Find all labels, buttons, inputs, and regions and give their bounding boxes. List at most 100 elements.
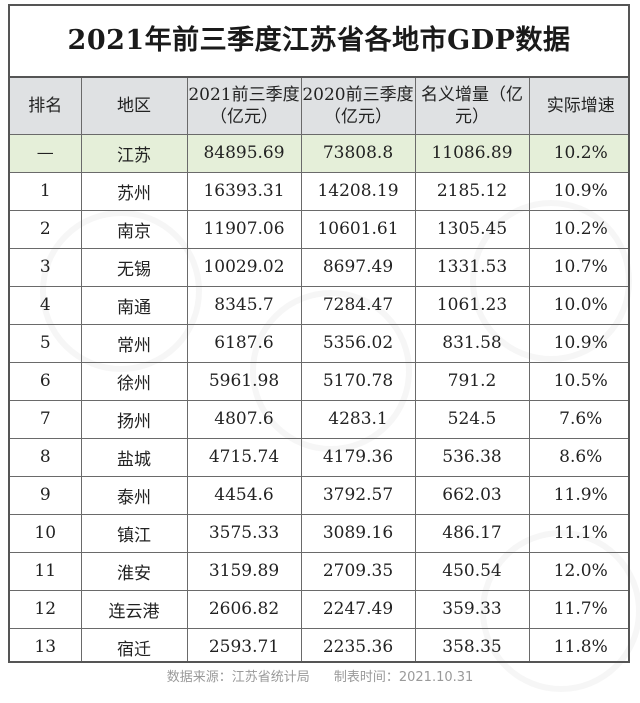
gdp-2020-cell: 5170.78 xyxy=(301,362,416,401)
gdp-2020-cell: 5356.02 xyxy=(301,324,416,363)
table-row: 1 苏州 16393.31 14208.19 2185.12 10.9% xyxy=(10,172,628,211)
rank-cell: 12 xyxy=(10,590,82,629)
header-gdp-2020: 2020前三季度（亿元） xyxy=(301,78,416,135)
gdp-2021-cell: 5961.98 xyxy=(187,362,302,401)
gdp-2020-cell: 4179.36 xyxy=(301,438,416,477)
rank-cell: 11 xyxy=(10,552,82,591)
table-row: 9 泰州 4454.6 3792.57 662.03 11.9% xyxy=(10,476,628,515)
gdp-2020-cell: 73808.8 xyxy=(301,134,416,173)
gdp-2020-cell: 3792.57 xyxy=(301,476,416,515)
table-header: 排名 地区 2021前三季度（亿元） 2020前三季度（亿元） 名义增量（亿元） 实际增速 xyxy=(10,78,628,135)
rank-cell: 13 xyxy=(10,628,82,661)
rank-cell: 5 xyxy=(10,324,82,363)
gdp-2021-cell: 3575.33 xyxy=(187,514,302,553)
gdp-2021-cell: 16393.31 xyxy=(187,172,302,211)
region-cell: 苏州 xyxy=(81,172,188,211)
gdp-2020-cell: 4283.1 xyxy=(301,400,416,439)
gdp-2021-cell: 4807.6 xyxy=(187,400,302,439)
rank-cell: 3 xyxy=(10,248,82,287)
growth-cell: 10.5% xyxy=(529,362,628,401)
gdp-2020-cell: 14208.19 xyxy=(301,172,416,211)
gdp-2020-cell: 2247.49 xyxy=(301,590,416,629)
growth-cell: 10.0% xyxy=(529,286,628,325)
table-row: 13 宿迁 2593.71 2235.36 358.35 11.8% xyxy=(10,628,628,661)
gdp-2021-cell: 3159.89 xyxy=(187,552,302,591)
increase-cell: 1331.53 xyxy=(415,248,530,287)
growth-cell: 10.2% xyxy=(529,210,628,249)
region-cell: 扬州 xyxy=(81,400,188,439)
data-source: 数据来源：江苏省统计局 xyxy=(166,670,310,685)
region-cell: 淮安 xyxy=(81,552,188,591)
gdp-2021-cell: 6187.6 xyxy=(187,324,302,363)
gdp-table-frame: 2021年前三季度江苏省各地市GDP数据 排名 地区 2021前三季度（亿元） 202… xyxy=(8,4,630,663)
table-row: 12 连云港 2606.82 2247.49 359.33 11.7% xyxy=(10,590,628,629)
increase-cell: 358.35 xyxy=(415,628,530,661)
growth-cell: 10.7% xyxy=(529,248,628,287)
region-cell: 徐州 xyxy=(81,362,188,401)
gdp-table: 排名 地区 2021前三季度（亿元） 2020前三季度（亿元） 名义增量（亿元） 实际增速… xyxy=(10,78,628,661)
growth-cell: 10.2% xyxy=(529,134,628,173)
gdp-2020-cell: 10601.61 xyxy=(301,210,416,249)
growth-cell: 12.0% xyxy=(529,552,628,591)
region-cell: 无锡 xyxy=(81,248,188,287)
increase-cell: 486.17 xyxy=(415,514,530,553)
region-cell: 南京 xyxy=(81,210,188,249)
rank-cell: 4 xyxy=(10,286,82,325)
table-row: 10 镇江 3575.33 3089.16 486.17 11.1% xyxy=(10,514,628,553)
header-region: 地区 xyxy=(81,78,188,135)
growth-cell: 7.6% xyxy=(529,400,628,439)
gdp-2021-cell: 8345.7 xyxy=(187,286,302,325)
gdp-2021-cell: 84895.69 xyxy=(187,134,302,173)
rank-cell: 7 xyxy=(10,400,82,439)
table-body: — 江苏 84895.69 73808.8 11086.89 10.2% 1 苏州 16393.… xyxy=(10,134,628,661)
gdp-2021-cell: 4454.6 xyxy=(187,476,302,515)
region-cell: 南通 xyxy=(81,286,188,325)
table-row: 2 南京 11907.06 10601.61 1305.45 10.2% xyxy=(10,210,628,249)
rank-cell: 10 xyxy=(10,514,82,553)
growth-cell: 11.7% xyxy=(529,590,628,629)
table-date: 制表时间：2021.10.31 xyxy=(333,670,474,685)
table-row: 4 南通 8345.7 7284.47 1061.23 10.0% xyxy=(10,286,628,325)
growth-cell: 11.1% xyxy=(529,514,628,553)
header-row: 排名 地区 2021前三季度（亿元） 2020前三季度（亿元） 名义增量（亿元） 实际增速 xyxy=(10,78,628,135)
gdp-2021-cell: 11907.06 xyxy=(187,210,302,249)
growth-cell: 10.9% xyxy=(529,324,628,363)
gdp-2020-cell: 7284.47 xyxy=(301,286,416,325)
increase-cell: 1305.45 xyxy=(415,210,530,249)
table-row: 7 扬州 4807.6 4283.1 524.5 7.6% xyxy=(10,400,628,439)
gdp-2021-cell: 10029.02 xyxy=(187,248,302,287)
region-cell: 泰州 xyxy=(81,476,188,515)
growth-cell: 8.6% xyxy=(529,438,628,477)
table-title: 2021年前三季度江苏省各地市GDP数据 xyxy=(10,6,628,78)
rank-cell: 1 xyxy=(10,172,82,211)
table-row: 8 盐城 4715.74 4179.36 536.38 8.6% xyxy=(10,438,628,477)
header-gdp-2021: 2021前三季度（亿元） xyxy=(187,78,302,135)
increase-cell: 536.38 xyxy=(415,438,530,477)
increase-cell: 791.2 xyxy=(415,362,530,401)
rank-cell: 2 xyxy=(10,210,82,249)
increase-cell: 450.54 xyxy=(415,552,530,591)
growth-cell: 10.9% xyxy=(529,172,628,211)
increase-cell: 359.33 xyxy=(415,590,530,629)
rank-cell: 9 xyxy=(10,476,82,515)
gdp-2021-cell: 2606.82 xyxy=(187,590,302,629)
gdp-2020-cell: 8697.49 xyxy=(301,248,416,287)
increase-cell: 1061.23 xyxy=(415,286,530,325)
region-cell: 常州 xyxy=(81,324,188,363)
header-growth: 实际增速 xyxy=(529,78,628,135)
header-increase: 名义增量（亿元） xyxy=(415,78,530,135)
gdp-2021-cell: 2593.71 xyxy=(187,628,302,661)
table-row: 3 无锡 10029.02 8697.49 1331.53 10.7% xyxy=(10,248,628,287)
increase-cell: 524.5 xyxy=(415,400,530,439)
header-rank: 排名 xyxy=(10,78,82,135)
gdp-2020-cell: 2235.36 xyxy=(301,628,416,661)
increase-cell: 11086.89 xyxy=(415,134,530,173)
gdp-2020-cell: 2709.35 xyxy=(301,552,416,591)
table-footer: 数据来源：江苏省统计局 制表时间：2021.10.31 xyxy=(0,666,640,692)
increase-cell: 831.58 xyxy=(415,324,530,363)
region-cell: 盐城 xyxy=(81,438,188,477)
total-row: — 江苏 84895.69 73808.8 11086.89 10.2% xyxy=(10,134,628,173)
region-cell: 连云港 xyxy=(81,590,188,629)
rank-cell: 8 xyxy=(10,438,82,477)
region-cell: 宿迁 xyxy=(81,628,188,661)
